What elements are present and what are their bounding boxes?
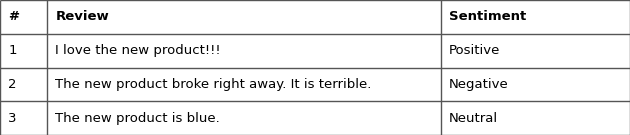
Text: Positive: Positive <box>449 44 501 57</box>
Text: #: # <box>8 10 19 23</box>
Text: Negative: Negative <box>449 78 509 91</box>
Text: 1: 1 <box>8 44 16 57</box>
Text: I love the new product!!!: I love the new product!!! <box>55 44 221 57</box>
Text: Sentiment: Sentiment <box>449 10 527 23</box>
Text: 3: 3 <box>8 112 16 125</box>
Text: The new product is blue.: The new product is blue. <box>55 112 220 125</box>
Text: The new product broke right away. It is terrible.: The new product broke right away. It is … <box>55 78 372 91</box>
Text: 2: 2 <box>8 78 16 91</box>
Text: Review: Review <box>55 10 109 23</box>
Text: Neutral: Neutral <box>449 112 498 125</box>
